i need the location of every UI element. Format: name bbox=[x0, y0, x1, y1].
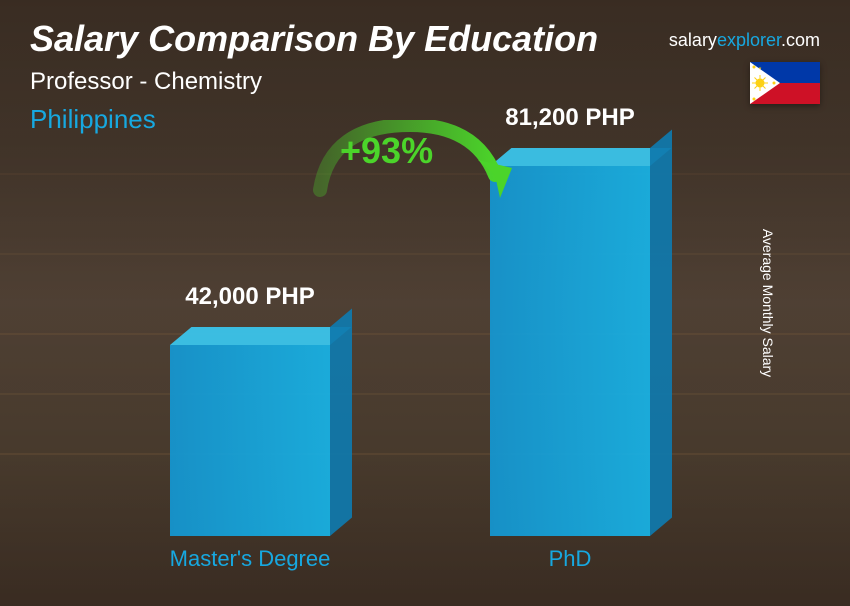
y-axis-label: Average Monthly Salary bbox=[760, 229, 776, 377]
bar-side-face bbox=[650, 130, 672, 536]
bar-value-label: 42,000 PHP bbox=[185, 283, 314, 311]
bar-phd: 81,200 PHP PhD bbox=[480, 166, 660, 536]
source-accent: explorer bbox=[717, 30, 781, 50]
flag-icon bbox=[750, 62, 820, 104]
source-suffix: .com bbox=[781, 30, 820, 50]
subtitle: Professor - Chemistry bbox=[30, 68, 820, 96]
bar-category-label: PhD bbox=[549, 546, 592, 572]
increase-percentage: +93% bbox=[340, 130, 433, 172]
bar-front-face bbox=[490, 166, 650, 536]
bar-side-face bbox=[330, 309, 352, 536]
source-prefix: salary bbox=[669, 30, 717, 50]
source-attribution: salaryexplorer.com bbox=[669, 30, 820, 51]
bar-value-label: 81,200 PHP bbox=[505, 104, 634, 132]
bar-category-label: Master's Degree bbox=[170, 546, 331, 572]
bar-front-face bbox=[170, 345, 330, 536]
bar-top-face bbox=[170, 327, 351, 345]
bar-masters: 42,000 PHP Master's Degree bbox=[160, 345, 340, 536]
page-title: Salary Comparison By Education bbox=[30, 18, 598, 60]
